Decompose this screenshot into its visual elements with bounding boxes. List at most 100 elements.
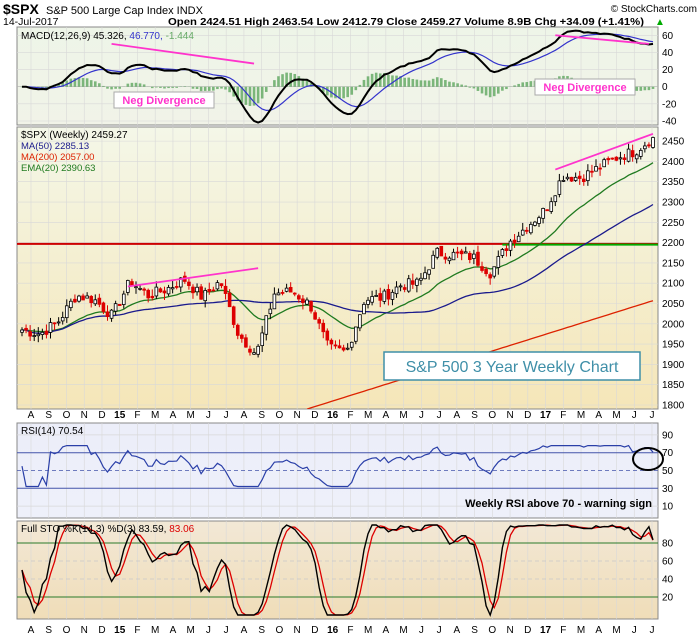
macd-hist-bar <box>334 86 337 99</box>
candle-body <box>231 306 236 325</box>
price-tick-label: 1800 <box>662 401 685 412</box>
price-tick-label: 1850 <box>662 380 685 391</box>
macd-legend: MACD(12,26,9) 45.326, 46.770, -1.444 <box>21 31 194 42</box>
x-tick-label: J <box>206 625 211 636</box>
x-tick-label: A <box>453 410 460 421</box>
macd-hist-bar <box>383 73 386 87</box>
x-tick-label: S <box>471 625 478 636</box>
candle-body <box>244 337 248 348</box>
candle-body <box>40 331 45 335</box>
x-tick-label: M <box>399 410 407 421</box>
candle-body <box>390 291 395 300</box>
macd-hist-bar <box>61 82 65 87</box>
macd-hist-bar <box>497 86 500 94</box>
candle-body <box>480 266 484 271</box>
candle-body <box>492 266 497 277</box>
candle-body <box>626 148 631 162</box>
macd-hist-bar <box>374 72 378 87</box>
candle-body <box>586 170 590 181</box>
candle-body <box>121 293 126 305</box>
x-tick-label: A <box>241 625 248 636</box>
x-tick-label: D <box>311 410 318 421</box>
macd-hist-bar <box>366 76 370 87</box>
macd-legend-value: 45.326, <box>93 31 126 42</box>
candle-body <box>235 324 240 336</box>
candle-body <box>614 156 619 161</box>
x-axis-labels: AASSOONNDD1515FFMMAAMMJJJJAASSOONNDD1616… <box>28 410 655 636</box>
candle-body <box>321 322 326 333</box>
candle-body <box>309 301 313 312</box>
candle-body <box>419 277 423 281</box>
macd-hist-bar <box>167 86 170 89</box>
macd-hist-bar <box>155 86 158 88</box>
candle-body <box>362 303 366 315</box>
x-tick-label: M <box>364 625 372 636</box>
macd-hist-bar <box>427 80 431 87</box>
price-tick-label: 2150 <box>662 258 685 269</box>
macd-hist-bar <box>256 86 260 104</box>
candle-body <box>325 330 330 341</box>
x-tick-label: 15 <box>114 410 126 421</box>
source-credit: © StockCharts.com <box>611 4 697 15</box>
candle-body <box>260 332 264 347</box>
macd-hist-bar <box>102 85 105 87</box>
x-tick-label: N <box>506 625 513 636</box>
x-tick-label: A <box>28 410 35 421</box>
chart-title: S&P 500 3 Year Weekly Chart <box>406 359 619 376</box>
candle-body <box>227 292 232 308</box>
macd-hist-bar <box>273 80 276 87</box>
candle-body <box>545 209 549 212</box>
macd-hist-bar <box>411 78 415 87</box>
candle-body <box>85 295 89 299</box>
x-tick-label: J <box>419 625 424 636</box>
macd-divergence-right <box>555 34 650 45</box>
candle-body <box>370 296 374 303</box>
macd-hist-bar <box>647 86 651 91</box>
candle-body <box>610 157 615 160</box>
sto-legend-k: 83.59, <box>139 524 167 535</box>
candle-body <box>488 274 492 279</box>
x-tick-label: 15 <box>114 625 126 636</box>
macd-hist-bar <box>444 80 447 87</box>
candle-body <box>553 195 558 203</box>
macd-legend-name: MACD(12,26,9) <box>21 31 90 42</box>
candle-body <box>134 286 138 289</box>
macd-hist-bar <box>171 86 174 88</box>
macd-hist-bar <box>517 83 520 87</box>
candle-body <box>577 175 582 179</box>
candle-body <box>272 293 277 310</box>
macd-hist-bar <box>220 86 223 89</box>
candle-body <box>386 289 391 300</box>
candle-body <box>496 256 501 268</box>
sto-legend-d: 83.06 <box>169 524 194 535</box>
candle-body <box>581 178 586 183</box>
macd-hist-bar <box>529 81 533 87</box>
candle-body <box>64 305 69 319</box>
candle-body <box>256 345 260 355</box>
candle-body <box>643 145 647 150</box>
macd-hist-bar <box>289 72 292 87</box>
candle-body <box>451 251 456 261</box>
rsi-tick-label: 30 <box>662 484 674 495</box>
candle-body <box>406 278 411 292</box>
macd-hist-bar <box>635 86 639 91</box>
x-tick-label: S <box>258 410 265 421</box>
macd-hist-bar <box>472 86 476 89</box>
rsi-tick-label: 10 <box>662 502 674 513</box>
macd-hist-bar <box>480 86 484 94</box>
macd-annotation-left: Neg Divergence <box>122 95 205 107</box>
candle-body <box>138 287 142 290</box>
macd-hist-bar <box>354 86 358 91</box>
macd-hist-bar <box>403 77 406 87</box>
candle-body <box>305 299 309 305</box>
rsi-tick-label: 90 <box>662 430 674 441</box>
candle-body <box>301 298 305 303</box>
macd-hist-bar <box>244 86 248 105</box>
candle-body <box>207 289 212 292</box>
ma200-legend: MA(200) 2057.00 <box>21 152 94 163</box>
macd-hist-bar <box>423 80 427 87</box>
candle-body <box>101 302 106 312</box>
candle-body <box>590 170 594 173</box>
macd-hist-bar <box>448 81 451 87</box>
